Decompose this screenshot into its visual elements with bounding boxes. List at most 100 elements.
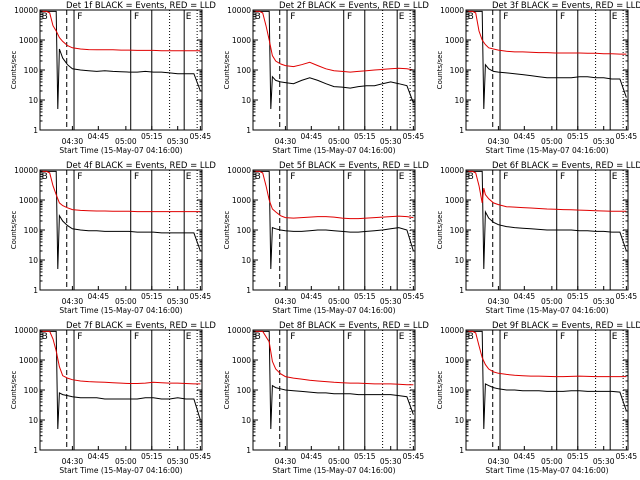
interval-marker-label: B	[468, 332, 474, 342]
x-tick-label: 05:15	[141, 132, 163, 141]
interval-marker-label: F	[560, 172, 565, 182]
y-axis-label: Counts/sec	[436, 51, 444, 90]
y-tick-label: 10000	[440, 166, 464, 175]
panel-title: Det 7f BLACK = Events, RED = LLD	[66, 321, 216, 331]
y-tick-label: 10000	[227, 166, 251, 175]
y-axis-label: Counts/sec	[223, 371, 231, 410]
x-tick-label: 05:15	[567, 292, 589, 301]
x-tick-label: 05:00	[541, 297, 563, 306]
x-tick-label: 04:30	[62, 457, 84, 466]
x-axis-label: Start Time (15-May-07 04:16:00)	[485, 146, 608, 155]
interval-marker-label: B	[255, 332, 261, 342]
y-tick-label: 1000	[445, 196, 464, 205]
detector-panel-7: Det 7f BLACK = Events, RED = LLD B F F E 1 10 1…	[10, 321, 216, 475]
x-tick-label: 05:30	[593, 137, 615, 146]
interval-marker-label: F	[560, 332, 565, 342]
x-tick-label: 04:45	[514, 292, 536, 301]
x-tick-label: 05:30	[380, 457, 402, 466]
series-line-lld	[40, 170, 201, 213]
x-tick-label: 05:45	[190, 292, 212, 301]
y-tick-label: 100	[24, 386, 39, 395]
x-tick-label: 05:00	[541, 137, 563, 146]
x-tick-label: 05:45	[616, 292, 638, 301]
series-line-events	[40, 10, 201, 110]
x-axis-label: Start Time (15-May-07 04:16:00)	[485, 466, 608, 475]
interval-marker-label: F	[134, 172, 139, 182]
y-tick-label: 100	[450, 226, 465, 235]
x-tick-label: 05:00	[115, 457, 137, 466]
x-tick-label: 04:30	[275, 137, 297, 146]
x-tick-label: 05:45	[616, 132, 638, 141]
series-line-events	[40, 330, 201, 430]
y-axis-label: Counts/sec	[10, 371, 18, 410]
x-tick-label: 05:45	[403, 452, 425, 461]
series-line-events	[466, 170, 627, 270]
y-tick-label: 10	[241, 96, 251, 105]
x-tick-label: 05:45	[190, 452, 212, 461]
x-tick-label: 05:30	[167, 297, 189, 306]
interval-marker-label: F	[134, 12, 139, 22]
y-tick-label: 1000	[232, 196, 251, 205]
detector-panel-9: Det 9f BLACK = Events, RED = LLD B F F E 1 10 1…	[436, 321, 640, 475]
x-tick-label: 05:30	[593, 297, 615, 306]
y-tick-label: 100	[450, 386, 465, 395]
x-tick-label: 05:30	[380, 297, 402, 306]
x-axis-label: Start Time (15-May-07 04:16:00)	[272, 146, 395, 155]
y-tick-label: 1000	[19, 36, 38, 45]
x-tick-label: 05:00	[115, 297, 137, 306]
interval-marker-label: E	[186, 332, 192, 342]
series-line-lld	[466, 10, 627, 55]
x-axis-label: Start Time (15-May-07 04:16:00)	[59, 146, 182, 155]
y-tick-label: 10	[28, 256, 38, 265]
y-axis-label: Counts/sec	[10, 211, 18, 250]
x-tick-label: 05:00	[328, 457, 350, 466]
y-tick-label: 10	[241, 416, 251, 425]
x-tick-label: 04:45	[301, 292, 323, 301]
series-line-lld	[40, 10, 201, 52]
x-tick-label: 05:15	[567, 132, 589, 141]
y-axis-label: Counts/sec	[223, 51, 231, 90]
interval-marker-label: F	[347, 172, 352, 182]
y-tick-label: 10	[454, 416, 464, 425]
interval-marker-label: E	[612, 12, 618, 22]
x-tick-label: 05:15	[567, 452, 589, 461]
x-tick-label: 05:15	[354, 452, 376, 461]
y-tick-label: 1	[459, 126, 464, 135]
series-line-events	[253, 10, 414, 110]
panel-title: Det 3f BLACK = Events, RED = LLD	[492, 1, 640, 11]
y-tick-label: 100	[450, 66, 465, 75]
panel-title: Det 9f BLACK = Events, RED = LLD	[492, 321, 640, 331]
interval-marker-label: E	[612, 172, 618, 182]
panel-title: Det 5f BLACK = Events, RED = LLD	[279, 161, 429, 171]
interval-marker-label: E	[612, 332, 618, 342]
y-tick-label: 100	[237, 66, 252, 75]
y-tick-label: 1	[33, 126, 38, 135]
interval-marker-label: E	[399, 332, 405, 342]
x-tick-label: 04:30	[488, 137, 510, 146]
y-axis-label: Counts/sec	[436, 371, 444, 410]
series-line-lld	[466, 170, 627, 212]
x-axis-label: Start Time (15-May-07 04:16:00)	[485, 306, 608, 315]
interval-marker-label: F	[77, 12, 82, 22]
detector-panel-8: Det 8f BLACK = Events, RED = LLD B F F E 1 10 1…	[223, 321, 429, 475]
y-tick-label: 1	[33, 286, 38, 295]
x-tick-label: 04:45	[301, 452, 323, 461]
panel-title: Det 8f BLACK = Events, RED = LLD	[279, 321, 429, 331]
y-tick-label: 1	[459, 286, 464, 295]
x-tick-label: 04:45	[514, 132, 536, 141]
x-tick-label: 05:00	[328, 137, 350, 146]
y-tick-label: 1	[459, 446, 464, 455]
y-tick-label: 10000	[227, 326, 251, 335]
detector-panel-3: Det 3f BLACK = Events, RED = LLD B F F E 1 10 1…	[436, 1, 640, 155]
y-tick-label: 1	[246, 126, 251, 135]
series-line-lld	[40, 330, 201, 385]
y-tick-label: 100	[237, 226, 252, 235]
x-tick-label: 04:45	[88, 292, 110, 301]
series-line-lld	[253, 170, 414, 220]
x-tick-label: 05:45	[616, 452, 638, 461]
y-tick-label: 10	[454, 256, 464, 265]
panel-title: Det 6f BLACK = Events, RED = LLD	[492, 161, 640, 171]
y-tick-label: 10	[28, 96, 38, 105]
y-tick-label: 10000	[14, 326, 38, 335]
series-line-lld	[253, 330, 414, 386]
